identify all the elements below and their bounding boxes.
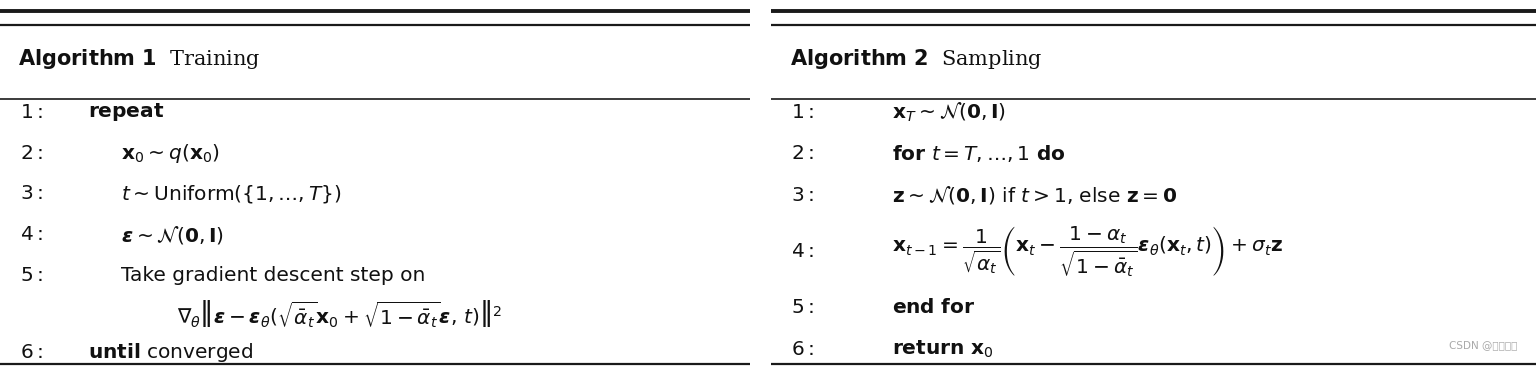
Text: $\mathbf{Algorithm\ 1}$  Training: $\mathbf{Algorithm\ 1}$ Training (18, 46, 261, 71)
Text: $\mathbf{x}_0 \sim q(\mathbf{x}_0)$: $\mathbf{x}_0 \sim q(\mathbf{x}_0)$ (121, 142, 220, 164)
Text: $\mathbf{Algorithm\ 2}$  Sampling: $\mathbf{Algorithm\ 2}$ Sampling (790, 46, 1041, 71)
Text: $t \sim \mathrm{Uniform}(\{1,\ldots,T\})$: $t \sim \mathrm{Uniform}(\{1,\ldots,T\})… (121, 183, 343, 205)
Text: $5:$: $5:$ (20, 266, 43, 285)
Text: $\mathbf{end\ for}$: $\mathbf{end\ for}$ (892, 298, 975, 317)
Text: $2:$: $2:$ (20, 144, 43, 163)
Text: $\boldsymbol{\epsilon} \sim \mathcal{N}(\mathbf{0}, \mathbf{I})$: $\boldsymbol{\epsilon} \sim \mathcal{N}(… (121, 224, 224, 246)
Text: $\nabla_\theta \left\|\boldsymbol{\epsilon} - \boldsymbol{\epsilon}_\theta(\sqrt: $\nabla_\theta \left\|\boldsymbol{\epsil… (177, 298, 502, 330)
Text: $5:$: $5:$ (791, 298, 814, 317)
Text: $6:$: $6:$ (20, 343, 43, 361)
Text: $\mathbf{until}$ converged: $\mathbf{until}$ converged (88, 340, 253, 364)
Text: Take gradient descent step on: Take gradient descent step on (121, 266, 425, 285)
Text: $2:$: $2:$ (791, 144, 814, 163)
Text: $\mathbf{for}\ t = T, \ldots, 1\ \mathbf{do}$: $\mathbf{for}\ t = T, \ldots, 1\ \mathbf… (892, 143, 1066, 164)
Text: $\mathbf{repeat}$: $\mathbf{repeat}$ (88, 101, 164, 123)
Text: CSDN @荅吐何笹: CSDN @荅吐何笹 (1448, 340, 1518, 350)
Text: $1:$: $1:$ (20, 103, 43, 122)
Text: $\mathbf{x}_{t-1} = \dfrac{1}{\sqrt{\alpha_t}}\left(\mathbf{x}_t - \dfrac{1-\alp: $\mathbf{x}_{t-1} = \dfrac{1}{\sqrt{\alp… (892, 224, 1283, 279)
Text: $\mathbf{x}_T \sim \mathcal{N}(\mathbf{0}, \mathbf{I})$: $\mathbf{x}_T \sim \mathcal{N}(\mathbf{0… (892, 100, 1006, 124)
Text: $1:$: $1:$ (791, 103, 814, 122)
Text: $\mathbf{z} \sim \mathcal{N}(\mathbf{0}, \mathbf{I})$ if $t > 1$, else $\mathbf{: $\mathbf{z} \sim \mathcal{N}(\mathbf{0},… (892, 184, 1178, 206)
Text: $3:$: $3:$ (791, 186, 814, 205)
Text: $4:$: $4:$ (20, 225, 43, 244)
Text: $3:$: $3:$ (20, 184, 43, 204)
Text: $6:$: $6:$ (791, 340, 814, 359)
Text: $4:$: $4:$ (791, 242, 814, 261)
Text: $\mathbf{return}\ \mathbf{x}_0$: $\mathbf{return}\ \mathbf{x}_0$ (892, 339, 994, 360)
